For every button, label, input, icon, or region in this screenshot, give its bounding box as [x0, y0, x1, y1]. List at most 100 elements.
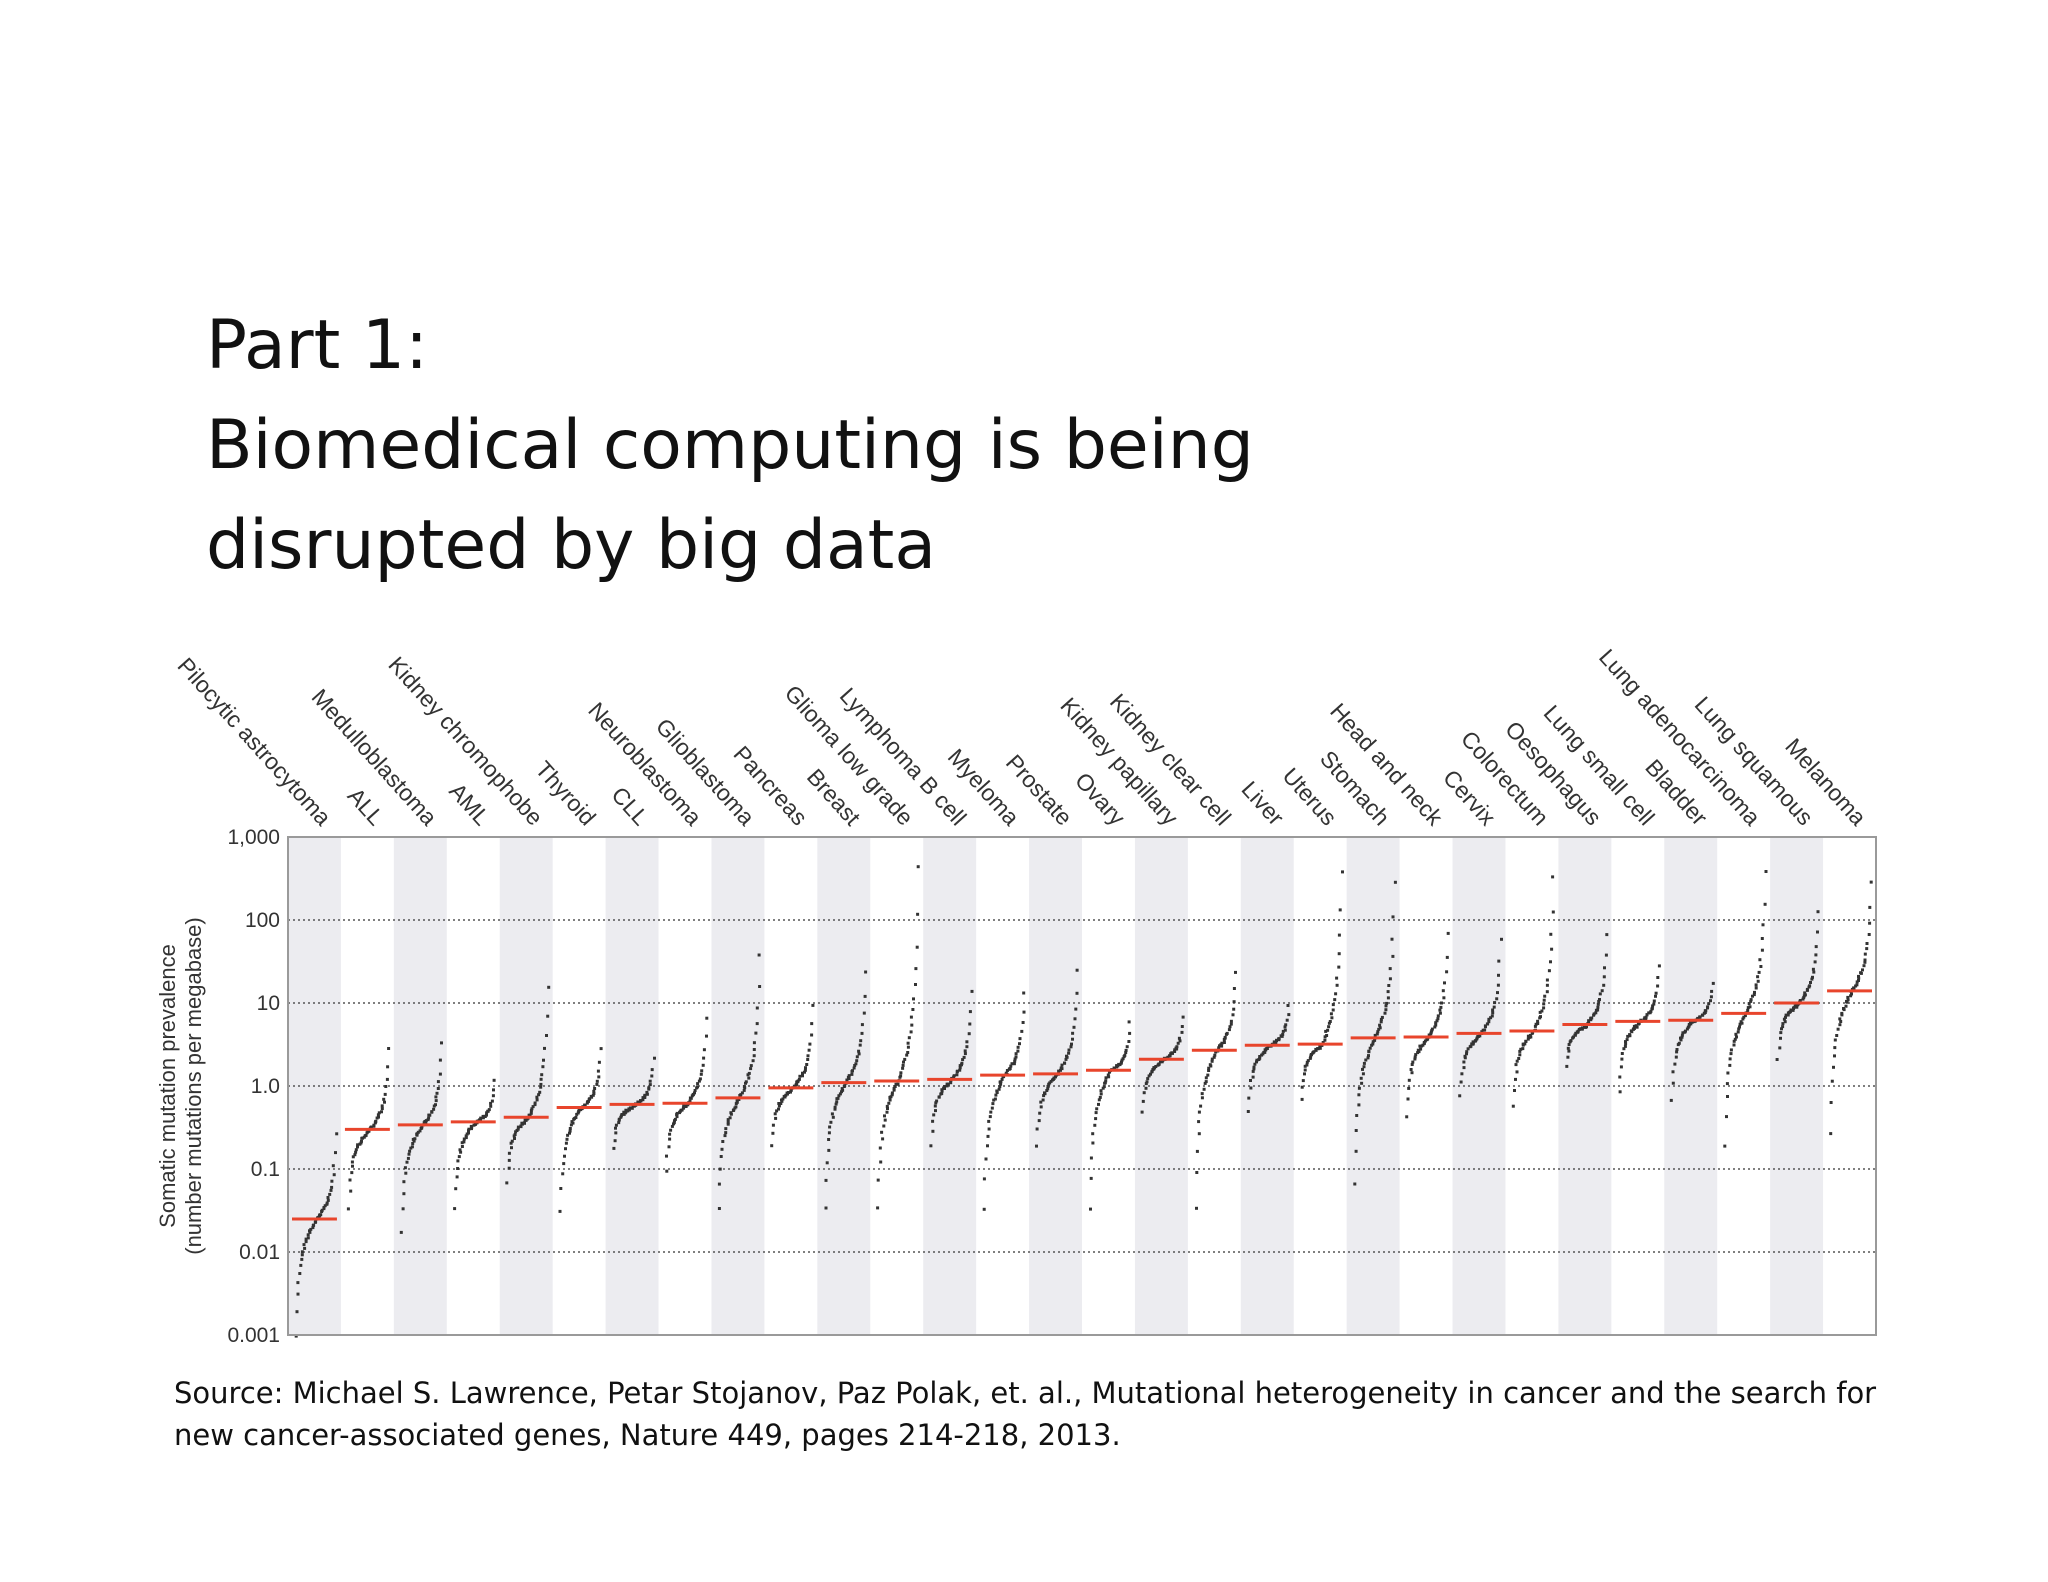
data-point	[1338, 908, 1342, 912]
data-point	[1440, 1001, 1443, 1005]
data-point	[1671, 1070, 1675, 1074]
data-point	[899, 1071, 903, 1075]
data-point	[1430, 1027, 1434, 1031]
data-point	[1360, 1081, 1364, 1085]
data-point	[617, 1117, 621, 1121]
data-point	[1104, 1079, 1108, 1083]
data-point	[1632, 1024, 1636, 1028]
data-point	[1536, 1019, 1540, 1023]
data-point	[1703, 1011, 1707, 1014]
data-point	[1364, 1058, 1368, 1062]
data-point	[376, 1113, 380, 1117]
data-point	[1566, 1055, 1570, 1059]
data-point	[724, 1131, 728, 1135]
data-point	[453, 1207, 457, 1211]
data-point	[1798, 999, 1802, 1002]
data-point	[1846, 995, 1850, 999]
title-line-1: Part 1:	[206, 306, 429, 385]
data-point	[1757, 970, 1761, 974]
data-point	[1327, 1025, 1331, 1029]
data-point	[1651, 1004, 1655, 1008]
data-point	[789, 1090, 792, 1094]
source-caption: Source: Michael S. Lawrence, Petar Stoja…	[174, 1372, 1934, 1456]
data-point	[777, 1102, 781, 1105]
data-point	[702, 1056, 706, 1060]
data-point	[1751, 994, 1754, 998]
data-point	[988, 1115, 992, 1119]
data-point	[1859, 971, 1863, 975]
data-point	[323, 1204, 327, 1208]
data-point	[770, 1144, 774, 1148]
data-point	[1729, 1052, 1733, 1056]
data-point	[1274, 1041, 1278, 1045]
data-point	[1386, 996, 1390, 1000]
data-point	[846, 1075, 850, 1079]
category-label: CLL	[606, 782, 654, 831]
data-point	[1753, 990, 1756, 994]
data-point	[1316, 1047, 1320, 1051]
data-point	[1303, 1068, 1307, 1072]
data-point	[1067, 1051, 1071, 1055]
data-point	[1207, 1066, 1211, 1070]
data-point	[1300, 1085, 1304, 1089]
data-point	[1523, 1042, 1527, 1046]
title-line-2: Biomedical computing is being	[206, 406, 1254, 485]
data-point	[653, 1056, 656, 1060]
data-point	[1210, 1057, 1214, 1061]
data-point	[1335, 976, 1339, 980]
data-point	[1850, 992, 1853, 996]
data-point	[540, 1073, 544, 1077]
data-point	[850, 1072, 854, 1076]
data-point	[1816, 910, 1820, 914]
data-point	[757, 953, 761, 957]
data-point	[1459, 1080, 1463, 1084]
data-point	[354, 1150, 358, 1154]
data-point	[1490, 1014, 1494, 1018]
data-point	[1405, 1115, 1409, 1119]
data-point	[1361, 1067, 1364, 1071]
data-point	[669, 1128, 673, 1132]
data-point	[1657, 964, 1661, 968]
data-point	[702, 1048, 706, 1052]
y-tick-label: 10	[257, 992, 280, 1015]
data-point	[914, 983, 917, 986]
data-point	[810, 1022, 814, 1026]
data-point	[890, 1093, 894, 1097]
data-point	[1775, 1058, 1779, 1061]
data-point	[457, 1155, 461, 1159]
data-point	[377, 1115, 380, 1119]
data-point	[1709, 995, 1713, 999]
data-point	[1742, 1015, 1746, 1019]
data-point	[935, 1099, 939, 1103]
data-point	[1833, 1038, 1837, 1042]
data-point	[486, 1109, 490, 1113]
data-point	[1228, 1025, 1232, 1029]
data-point	[1756, 975, 1760, 979]
data-point	[673, 1117, 677, 1121]
data-point	[1529, 1035, 1533, 1039]
data-point	[1786, 1013, 1790, 1017]
data-point	[528, 1113, 532, 1117]
data-point	[1524, 1039, 1528, 1043]
data-point	[599, 1047, 603, 1051]
data-point	[624, 1110, 628, 1114]
data-point	[986, 1144, 989, 1148]
data-point	[932, 1113, 936, 1117]
data-point	[1649, 1009, 1653, 1013]
data-point	[1318, 1046, 1322, 1050]
data-point	[547, 985, 551, 989]
data-point	[513, 1133, 517, 1136]
data-point	[1783, 1020, 1787, 1024]
data-point	[562, 1162, 566, 1166]
data-point	[1197, 1132, 1201, 1136]
data-point	[492, 1088, 495, 1092]
data-point	[1518, 1053, 1522, 1057]
data-point	[881, 1137, 885, 1141]
data-point	[854, 1062, 858, 1066]
data-point	[1150, 1069, 1154, 1073]
data-point	[1791, 1008, 1795, 1012]
data-point	[1519, 1047, 1523, 1051]
data-point	[574, 1116, 578, 1119]
data-point	[643, 1093, 647, 1097]
data-point	[1598, 992, 1602, 996]
